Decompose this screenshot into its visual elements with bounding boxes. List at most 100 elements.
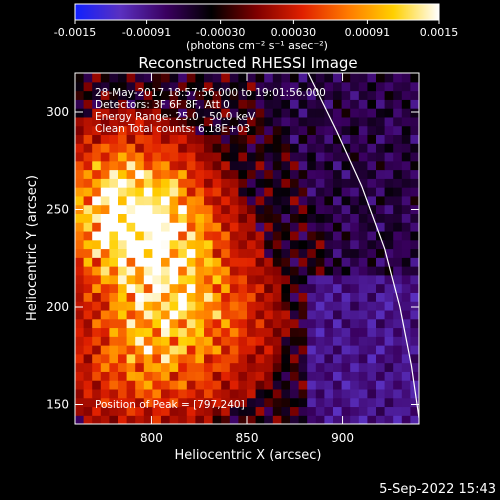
heatmap-cell	[118, 108, 128, 118]
heatmap-cell	[281, 143, 291, 153]
heatmap-cell	[384, 301, 394, 311]
heatmap-cell	[255, 169, 265, 179]
heatmap-cell	[401, 160, 411, 171]
heatmap-cell	[307, 213, 317, 223]
heatmap-cell	[410, 318, 419, 329]
heatmap-cell	[341, 257, 351, 267]
heatmap-cell	[161, 345, 171, 355]
heatmap-cell	[195, 151, 205, 162]
heatmap-cell	[393, 230, 403, 241]
heatmap-cell	[341, 406, 351, 416]
heatmap-cell	[281, 90, 291, 100]
heatmap-cell	[341, 371, 351, 381]
heatmap-cell	[307, 283, 317, 293]
heatmap-cell	[384, 266, 394, 276]
heatmap-cell	[350, 151, 360, 162]
heatmap-cell	[126, 73, 136, 83]
heatmap-cell	[126, 415, 136, 424]
heatmap-cell	[350, 388, 360, 399]
heatmap-cell	[410, 195, 419, 206]
heatmap-cell	[204, 283, 214, 293]
heatmap-cell	[126, 81, 136, 92]
heatmap-cell	[186, 362, 196, 372]
heatmap-cell	[341, 318, 351, 329]
heatmap-cell	[281, 292, 291, 302]
heatmap-cell	[204, 318, 214, 329]
heatmap-cell	[264, 143, 274, 153]
heatmap-cell	[135, 309, 145, 320]
heatmap-cell	[152, 204, 162, 214]
heatmap-cell	[358, 169, 368, 179]
heatmap-cell	[229, 336, 239, 346]
heatmap-cell	[204, 169, 214, 179]
heatmap-cell	[195, 283, 205, 293]
heatmap-cell	[83, 362, 93, 372]
heatmap-cell	[281, 108, 291, 118]
heatmap-cell	[367, 187, 377, 197]
heatmap-cell	[100, 239, 110, 250]
heatmap-cell	[229, 73, 239, 83]
heatmap-cell	[169, 406, 179, 416]
heatmap-cell	[92, 204, 102, 214]
heatmap-cell	[307, 274, 317, 285]
heatmap-cell	[264, 195, 274, 206]
heatmap-cell	[247, 248, 257, 258]
heatmap-cell	[229, 204, 239, 214]
heatmap-cell	[152, 415, 162, 424]
heatmap-cell	[221, 160, 231, 171]
heatmap-cell	[281, 169, 291, 179]
heatmap-cell	[290, 318, 300, 329]
heatmap-cell	[238, 353, 248, 364]
heatmap-cell	[290, 222, 300, 232]
heatmap-cell	[281, 160, 291, 171]
heatmap-cell	[221, 353, 231, 364]
heatmap-cell	[341, 169, 351, 179]
heatmap-cell	[358, 415, 368, 424]
heatmap-cell	[341, 415, 351, 424]
heatmap-cell	[118, 353, 128, 364]
heatmap-cell	[92, 292, 102, 302]
heatmap-cell	[307, 362, 317, 372]
heatmap-cell	[161, 239, 171, 250]
heatmap-cell	[376, 239, 386, 250]
heatmap-cell	[393, 222, 403, 232]
heatmap-cell	[195, 362, 205, 372]
heatmap-cell	[290, 230, 300, 241]
heatmap-cell	[350, 274, 360, 285]
heatmap-cell	[290, 301, 300, 311]
heatmap-cell	[143, 99, 153, 109]
heatmap-cell	[238, 169, 248, 179]
heatmap-cell	[118, 274, 128, 285]
heatmap-cell	[204, 248, 214, 258]
heatmap-cell	[298, 134, 308, 144]
heatmap-cell	[109, 178, 119, 188]
heatmap-cell	[92, 90, 102, 100]
heatmap-cell	[255, 248, 265, 258]
heatmap-cell	[255, 301, 265, 311]
heatmap-cell	[384, 292, 394, 302]
heatmap-cell	[126, 204, 136, 214]
heatmap-cell	[341, 222, 351, 232]
heatmap-cell	[290, 406, 300, 416]
heatmap-cell	[152, 309, 162, 320]
heatmap-cell	[92, 73, 102, 83]
heatmap-cell	[376, 81, 386, 92]
heatmap-cell	[221, 230, 231, 241]
heatmap-cell	[367, 169, 377, 179]
heatmap-cell	[290, 134, 300, 144]
heatmap-cell	[126, 283, 136, 293]
heatmap-cell	[75, 73, 85, 83]
heatmap-cell	[272, 248, 282, 258]
heatmap-cell	[186, 415, 196, 424]
heatmap-cell	[401, 397, 411, 408]
heatmap-cell	[376, 353, 386, 364]
heatmap-cell	[247, 90, 257, 100]
heatmap-cell	[324, 274, 334, 285]
heatmap-cell	[229, 239, 239, 250]
heatmap-cell	[315, 345, 325, 355]
heatmap-cell	[247, 187, 257, 197]
heatmap-cell	[384, 213, 394, 223]
heatmap-cell	[350, 204, 360, 214]
heatmap-cell	[109, 257, 119, 267]
heatmap-cell	[229, 397, 239, 408]
